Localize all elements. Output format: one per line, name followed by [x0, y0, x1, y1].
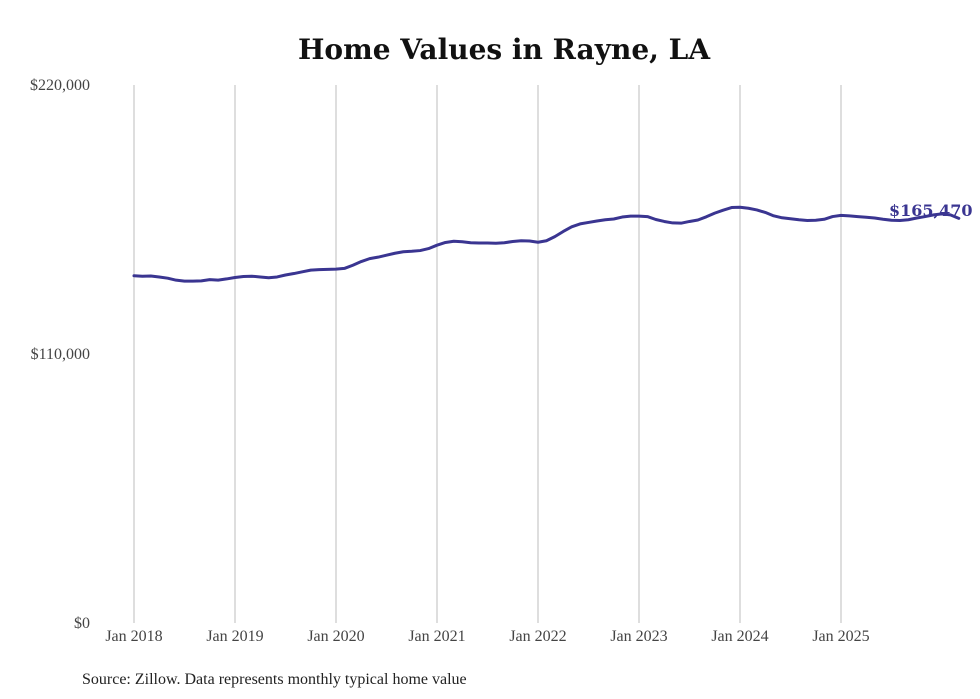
grid-lines [133, 85, 842, 623]
source-note: Source: Zillow. Data represents monthly … [82, 671, 467, 688]
x-tick-label: Jan 2020 [307, 628, 364, 645]
y-tick-label: $0 [74, 615, 90, 632]
x-tick-label: Jan 2018 [105, 628, 162, 645]
x-tick-label: Jan 2019 [206, 628, 263, 645]
x-tick-label: Jan 2025 [812, 628, 869, 645]
y-tick-label: $110,000 [31, 346, 90, 363]
x-tick-label: Jan 2021 [408, 628, 465, 645]
home-value-line [132, 205, 961, 283]
x-tick-label: Jan 2024 [711, 628, 768, 645]
y-axis-tick-labels: $0 $110,000 $220,000 [30, 77, 90, 632]
latest-value-label: $165,470 [889, 201, 973, 220]
x-tick-label: Jan 2022 [509, 628, 566, 645]
chart-title: Home Values in Rayne, LA [298, 33, 711, 66]
x-axis-tick-labels: Jan 2018 Jan 2019 Jan 2020 Jan 2021 Jan 2022… [105, 628, 869, 645]
x-tick-label: Jan 2023 [610, 628, 667, 645]
y-tick-label: $220,000 [30, 77, 90, 94]
